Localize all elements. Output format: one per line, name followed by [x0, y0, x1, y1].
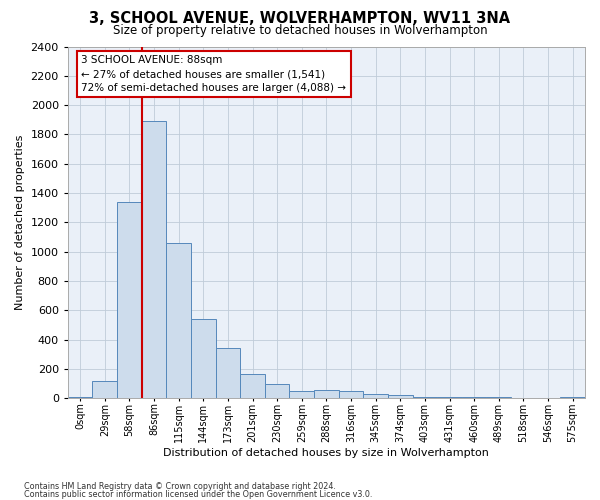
Bar: [68, 397, 92, 398]
Bar: [437, 397, 462, 398]
Bar: [92, 380, 117, 398]
Bar: [191, 319, 215, 398]
Bar: [289, 391, 314, 398]
Bar: [487, 397, 511, 398]
Bar: [215, 348, 240, 399]
Text: Contains public sector information licensed under the Open Government Licence v3: Contains public sector information licen…: [24, 490, 373, 499]
Bar: [388, 394, 413, 398]
Text: Size of property relative to detached houses in Wolverhampton: Size of property relative to detached ho…: [113, 24, 487, 37]
Bar: [462, 397, 487, 398]
Bar: [364, 394, 388, 398]
Bar: [413, 397, 437, 398]
Text: 3, SCHOOL AVENUE, WOLVERHAMPTON, WV11 3NA: 3, SCHOOL AVENUE, WOLVERHAMPTON, WV11 3N…: [89, 11, 511, 26]
Bar: [560, 397, 585, 398]
Text: 3 SCHOOL AVENUE: 88sqm
← 27% of detached houses are smaller (1,541)
72% of semi-: 3 SCHOOL AVENUE: 88sqm ← 27% of detached…: [82, 56, 346, 94]
Bar: [314, 390, 339, 398]
X-axis label: Distribution of detached houses by size in Wolverhampton: Distribution of detached houses by size …: [163, 448, 490, 458]
Y-axis label: Number of detached properties: Number of detached properties: [15, 134, 25, 310]
Bar: [265, 384, 289, 398]
Text: Contains HM Land Registry data © Crown copyright and database right 2024.: Contains HM Land Registry data © Crown c…: [24, 482, 336, 491]
Bar: [166, 243, 191, 398]
Bar: [117, 202, 142, 398]
Bar: [142, 122, 166, 398]
Bar: [240, 374, 265, 398]
Bar: [339, 391, 364, 398]
